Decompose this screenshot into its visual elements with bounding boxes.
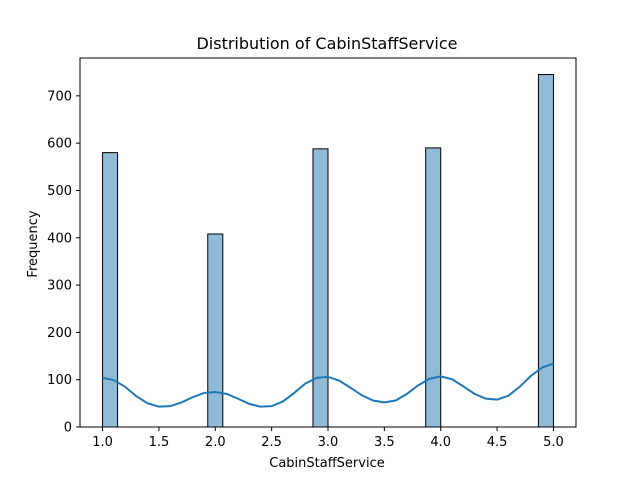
y-tick-label: 100 xyxy=(47,373,72,388)
x-tick-label: 2.5 xyxy=(261,435,282,450)
x-tick-label: 3.0 xyxy=(318,435,339,450)
y-tick-label: 0 xyxy=(64,421,72,436)
x-tick-label: 2.0 xyxy=(205,435,226,450)
y-axis-label: Frequency xyxy=(26,210,41,277)
x-tick-label: 1.0 xyxy=(92,435,113,450)
y-tick-label: 500 xyxy=(47,184,72,199)
histogram-bar xyxy=(537,74,554,428)
histogram-bar xyxy=(207,233,224,428)
y-tick-label: 600 xyxy=(47,137,72,152)
y-tick-label: 300 xyxy=(47,279,72,294)
x-tick-label: 4.0 xyxy=(430,435,451,450)
chart-title: Distribution of CabinStaffService xyxy=(196,34,457,53)
x-tick-label: 1.5 xyxy=(149,435,170,450)
x-axis-ticks: 1.0 1.5 2.0 2.5 3.0 3.5 4.0 4.5 5.0 xyxy=(92,427,564,450)
x-tick-label: 5.0 xyxy=(543,435,564,450)
x-tick-label: 4.5 xyxy=(487,435,508,450)
y-axis-ticks: 0 100 200 300 400 500 600 700 xyxy=(47,89,80,436)
bars-group xyxy=(102,74,554,428)
histogram-bar xyxy=(102,152,119,428)
y-tick-label: 400 xyxy=(47,231,72,246)
y-tick-label: 200 xyxy=(47,326,72,341)
kde-curve xyxy=(102,362,554,408)
y-tick-label: 700 xyxy=(47,89,72,104)
x-axis-label: CabinStaffService xyxy=(269,456,384,471)
histogram-bar xyxy=(425,147,442,428)
histogram-bar xyxy=(312,148,329,428)
x-tick-label: 3.5 xyxy=(374,435,395,450)
